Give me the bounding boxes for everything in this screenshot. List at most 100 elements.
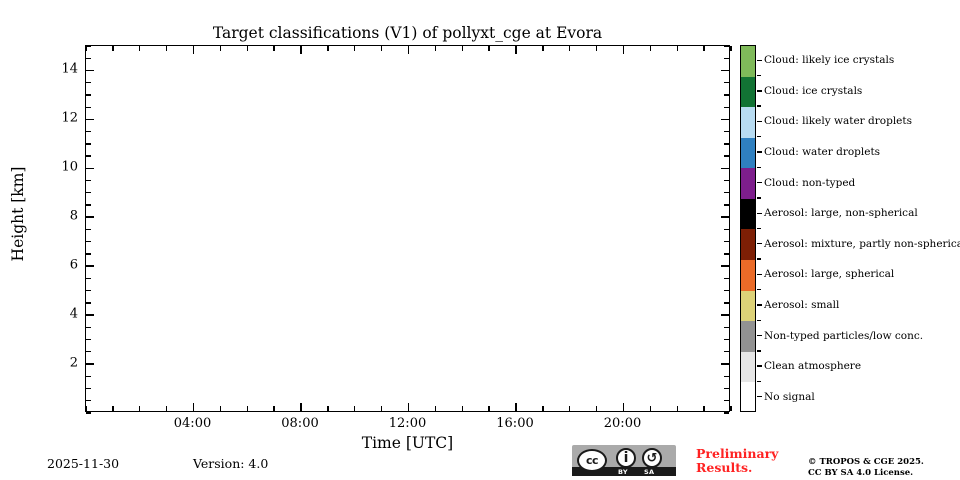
y-axis-tick xyxy=(724,82,729,84)
x-axis-tick xyxy=(139,406,141,411)
colorbar-segment[interactable] xyxy=(741,290,755,322)
y-axis-tick xyxy=(86,155,91,157)
y-axis-tick xyxy=(86,277,91,280)
x-axis-tick xyxy=(192,403,195,411)
colorbar-category-label: Cloud: non-typed xyxy=(764,176,856,189)
x-axis-tick xyxy=(380,406,383,411)
colorbar-boundary-tick xyxy=(757,166,761,169)
colorbar-tick xyxy=(757,90,762,92)
classification-colorbar[interactable] xyxy=(740,45,756,412)
colorbar-boundary-tick xyxy=(757,136,761,138)
x-axis-tick xyxy=(246,406,248,411)
colorbar-category-label: Aerosol: small xyxy=(764,298,840,311)
y-axis-tick xyxy=(721,167,729,170)
x-axis-tick xyxy=(112,406,114,411)
colorbar-segment[interactable] xyxy=(741,46,755,77)
y-axis-tick-labels: 2 4 6 8 10 12 14 xyxy=(0,0,78,480)
x-axis-tick xyxy=(676,46,678,51)
x-axis-tick xyxy=(622,403,625,411)
x-axis-tick-label: 04:00 xyxy=(173,416,212,431)
x-axis-tick-label: 16:00 xyxy=(496,416,534,431)
colorbar-category-label: Aerosol: large, spherical xyxy=(764,268,895,281)
y-axis-tick xyxy=(724,302,729,304)
y-axis-tick xyxy=(86,106,91,108)
y-axis-tick-label: 4 xyxy=(69,306,78,322)
x-axis-tick-label: 08:00 xyxy=(281,416,319,431)
y-axis-tick xyxy=(86,118,94,121)
y-axis-label: Height [km] xyxy=(9,166,27,262)
x-axis-tick xyxy=(461,46,463,51)
colorbar-segment[interactable] xyxy=(741,351,755,383)
y-axis-tick xyxy=(86,363,94,365)
colorbar-segment[interactable] xyxy=(741,382,755,411)
colorbar-segment[interactable] xyxy=(741,198,755,230)
x-axis-tick xyxy=(327,406,329,411)
x-axis-tick xyxy=(112,46,114,51)
x-axis-tick xyxy=(380,46,383,51)
colorbar-segment[interactable] xyxy=(741,229,755,261)
y-axis-tick xyxy=(86,302,91,304)
y-axis-tick xyxy=(86,265,94,267)
y-axis-tick xyxy=(724,326,729,328)
colorbar-category-label: Cloud: water droplets xyxy=(764,146,881,159)
colorbar-category-label: Aerosol: mixture, partly non-spherical xyxy=(764,237,960,250)
colorbar-segment[interactable] xyxy=(741,137,755,169)
y-axis-tick xyxy=(86,179,91,182)
x-axis-tick xyxy=(461,406,463,411)
x-axis-tick xyxy=(730,406,732,411)
x-axis-tick xyxy=(85,406,87,411)
plot-area[interactable] xyxy=(85,45,732,414)
y-axis-tick xyxy=(724,412,729,414)
colorbar-category-label: Non-typed particles/low conc. xyxy=(764,329,924,342)
y-axis-tick xyxy=(86,228,91,231)
x-axis-tick xyxy=(139,46,141,51)
y-axis-tick xyxy=(724,290,729,292)
colorbar-tick xyxy=(757,151,762,153)
y-axis-tick xyxy=(724,400,729,402)
colorbar-boundary-tick xyxy=(757,258,761,260)
colorbar-category-label: Cloud: likely water droplets xyxy=(764,115,912,128)
colorbar-boundary-tick xyxy=(757,227,761,230)
y-axis-tick xyxy=(724,338,729,341)
y-axis-tick xyxy=(721,216,729,219)
colorbar-tick xyxy=(757,120,762,123)
x-axis-tick xyxy=(649,46,652,51)
y-axis-tick-label: 8 xyxy=(69,208,78,224)
colorbar-category-label: Cloud: likely ice crystals xyxy=(764,54,895,67)
cc-license-badge-icon[interactable]: cc i ↺ BY SA xyxy=(572,445,676,476)
colorbar-segment[interactable] xyxy=(741,168,755,199)
y-axis-tick xyxy=(86,241,91,243)
colorbar-tick xyxy=(757,365,762,367)
preliminary-results-note: Preliminary Results. xyxy=(696,447,778,475)
y-axis-tick xyxy=(86,130,91,133)
y-axis-tick xyxy=(724,57,729,59)
x-axis-tick xyxy=(219,406,222,411)
colorbar-boundary-tick xyxy=(757,197,761,199)
x-axis-tick xyxy=(622,46,625,54)
x-axis-tick xyxy=(434,406,437,411)
colorbar-segment[interactable] xyxy=(741,321,755,352)
x-axis-tick xyxy=(300,46,302,54)
y-axis-tick xyxy=(724,228,729,231)
colorbar-segment[interactable] xyxy=(741,76,755,108)
y-axis-tick xyxy=(86,314,94,316)
cc-by-icon: i xyxy=(616,448,636,468)
x-axis-tick xyxy=(703,406,705,411)
colorbar-segment[interactable] xyxy=(741,107,755,138)
preliminary-line-1: Preliminary xyxy=(696,446,779,461)
x-axis-tick xyxy=(246,46,248,51)
cc-icon: cc xyxy=(577,449,607,472)
colorbar-tick xyxy=(757,59,762,61)
y-axis-tick xyxy=(86,82,91,84)
x-axis-tick xyxy=(488,406,490,411)
y-axis-tick xyxy=(724,253,729,255)
y-axis-tick xyxy=(86,338,91,341)
colorbar-segment[interactable] xyxy=(741,260,755,291)
colorbar-category-label: No signal xyxy=(764,390,815,403)
x-axis-tick xyxy=(300,403,302,411)
cc-sa-label: SA xyxy=(644,467,655,476)
y-axis-tick xyxy=(86,351,91,353)
x-axis-tick xyxy=(676,406,678,411)
colorbar-boundary-tick xyxy=(757,105,761,107)
